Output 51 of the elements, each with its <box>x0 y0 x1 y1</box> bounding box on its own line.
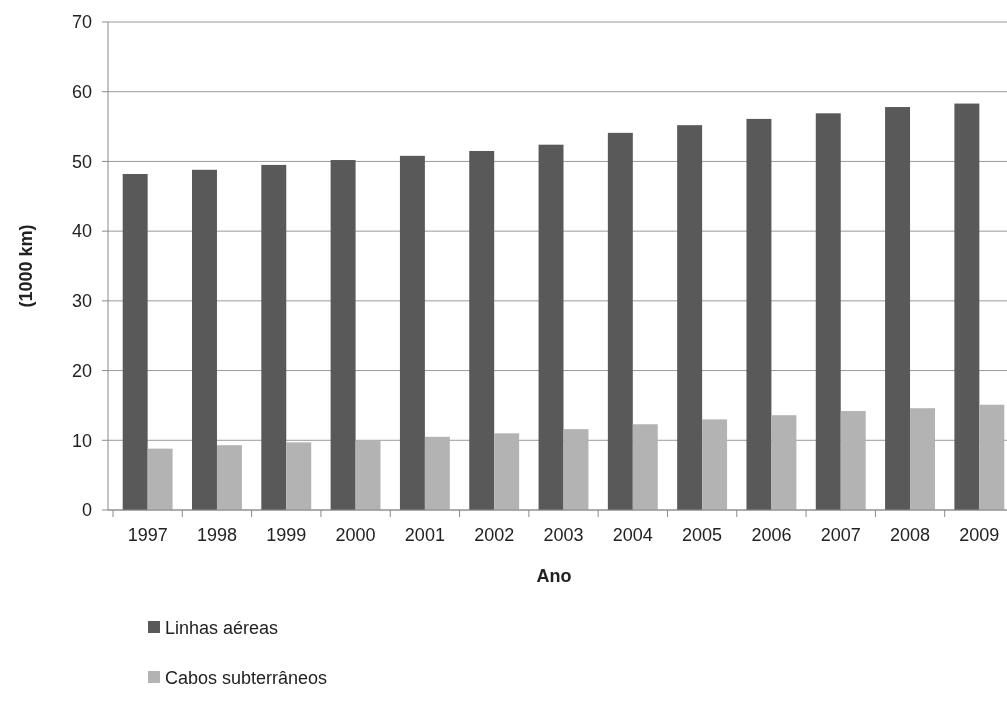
x-tick-label: 2002 <box>474 525 515 545</box>
bar <box>424 436 450 510</box>
legend-label: Linhas aéreas <box>165 618 279 639</box>
bar <box>746 118 772 510</box>
bar <box>910 408 935 510</box>
bar <box>632 424 658 510</box>
bar <box>147 448 173 510</box>
bar <box>399 155 425 510</box>
y-tick-label: 10 <box>71 430 92 451</box>
y-tick-label: 70 <box>71 12 92 33</box>
y-axis-title: (1000 km) <box>16 224 36 308</box>
y-tick-label: 20 <box>71 360 92 381</box>
bar <box>979 404 1005 510</box>
y-tick-label: 60 <box>71 82 92 103</box>
x-tick-label: 2001 <box>404 525 445 545</box>
bar <box>261 164 287 510</box>
y-tick-label: 50 <box>71 151 92 172</box>
x-tick-label: 2006 <box>751 525 792 545</box>
x-tick-label: 1999 <box>266 525 307 545</box>
legend-label: Cabos subterrâneos <box>165 668 328 689</box>
bar <box>330 160 356 510</box>
x-tick-label: 2005 <box>682 525 723 545</box>
bar <box>954 103 980 510</box>
bar <box>771 415 797 510</box>
x-axis-title: Ano <box>536 566 572 586</box>
x-tick-label: 2009 <box>959 525 1000 545</box>
bar <box>563 429 589 510</box>
x-tick-label: 2007 <box>820 525 861 545</box>
bar <box>538 144 564 510</box>
bar <box>885 107 911 510</box>
bar <box>469 150 495 510</box>
bar <box>122 173 148 510</box>
bar <box>815 113 841 510</box>
bar <box>840 411 866 510</box>
bar <box>677 125 703 510</box>
x-tick-label: 2008 <box>890 525 931 545</box>
bar <box>216 445 242 510</box>
bar <box>355 440 381 510</box>
y-tick-label: 0 <box>81 500 92 521</box>
bar <box>192 169 217 510</box>
bar <box>702 419 728 510</box>
x-tick-label: 2000 <box>335 525 376 545</box>
y-tick-label: 40 <box>71 221 92 242</box>
bar <box>494 433 520 510</box>
y-tick-label: 30 <box>71 291 92 312</box>
x-tick-label: 1997 <box>127 525 168 545</box>
x-tick-label: 2004 <box>612 525 653 545</box>
x-tick-label: 2003 <box>543 525 584 545</box>
bar <box>286 442 312 510</box>
bar <box>607 132 633 510</box>
x-tick-label: 1998 <box>196 525 237 545</box>
